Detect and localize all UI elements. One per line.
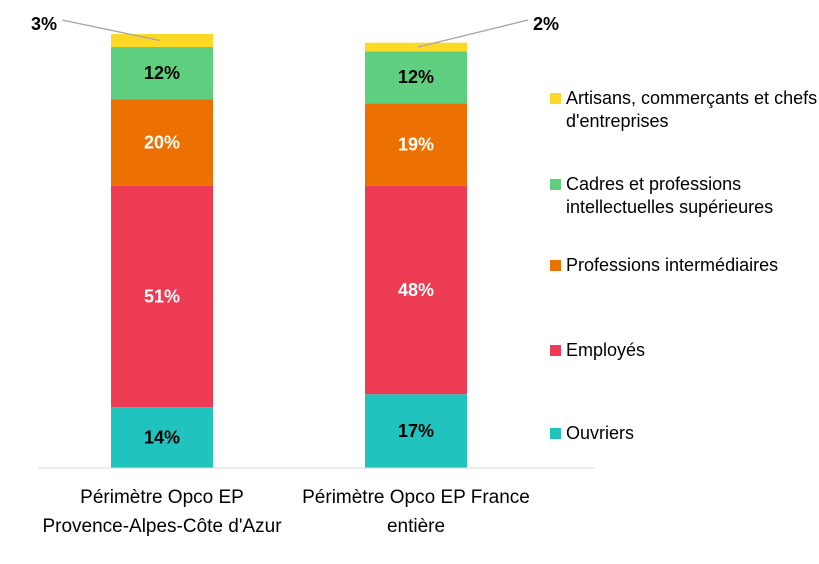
bar-segment [365, 42, 467, 52]
legend-label: Employés [566, 340, 646, 360]
data-label: 20% [144, 132, 180, 152]
data-label: 12% [398, 67, 434, 87]
x-tick-label: Périmètre Opco EP France entière [302, 487, 530, 537]
bar-segment [111, 407, 213, 468]
legend-label: Ouvriers [566, 423, 635, 443]
bar-segment [111, 185, 213, 408]
data-label: 17% [398, 421, 434, 441]
legend-label: Professions intermédiaires [566, 255, 779, 275]
legend-swatch [550, 179, 561, 190]
data-label: 14% [144, 427, 180, 447]
bar-segment [111, 99, 213, 186]
x-tick-label: Périmètre Opco EP Provence-Alpes-Côte d'… [42, 487, 282, 537]
legend-swatch [550, 428, 561, 439]
legend-swatch [550, 260, 561, 271]
data-label: 2% [533, 14, 559, 34]
data-label: 51% [144, 286, 180, 306]
legend-label: Cadres et professions intellectuelles su… [566, 174, 774, 217]
data-label: 48% [398, 280, 434, 300]
data-label: 19% [398, 134, 434, 154]
legend-label: Artisans, commerçants et chefs d'entrepr… [566, 88, 818, 131]
bar-segment [365, 51, 467, 104]
bar-segment [111, 34, 213, 48]
bar-segment [111, 47, 213, 100]
leader-line [417, 19, 529, 48]
legend-swatch [550, 345, 561, 356]
bar-segment [365, 103, 467, 186]
data-label: 12% [144, 63, 180, 83]
data-label: 3% [31, 14, 57, 34]
bar-segment [365, 185, 467, 395]
legend-swatch [550, 93, 561, 104]
leader-line [61, 19, 161, 42]
bar-segment [365, 394, 467, 468]
